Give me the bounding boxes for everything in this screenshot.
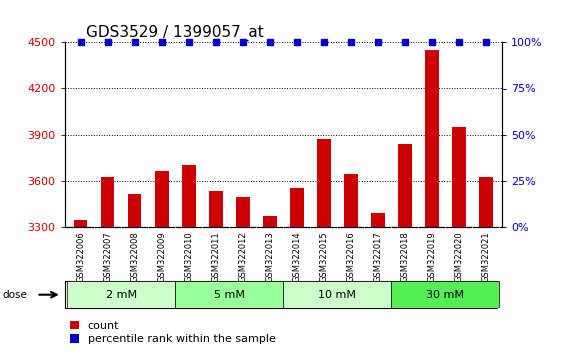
Bar [344, 175, 357, 227]
Text: GSM322014: GSM322014 [292, 231, 301, 281]
Text: GSM322016: GSM322016 [346, 231, 355, 282]
Text: GSM322008: GSM322008 [130, 231, 139, 282]
Bar [392, 281, 499, 308]
Text: GSM322012: GSM322012 [238, 231, 247, 281]
Text: GSM322006: GSM322006 [76, 231, 85, 282]
Bar [155, 171, 168, 227]
Text: GSM322019: GSM322019 [427, 231, 436, 281]
Text: GSM322013: GSM322013 [265, 231, 274, 282]
Bar [74, 221, 88, 227]
Text: GSM322021: GSM322021 [481, 231, 490, 281]
Bar [128, 194, 141, 227]
Bar [317, 139, 330, 227]
Text: GSM322015: GSM322015 [319, 231, 328, 281]
Text: 30 mM: 30 mM [426, 290, 465, 300]
Text: GSM322020: GSM322020 [454, 231, 463, 281]
Bar [425, 50, 439, 227]
Bar [101, 177, 114, 227]
Text: GDS3529 / 1399057_at: GDS3529 / 1399057_at [86, 25, 264, 41]
Bar [479, 177, 493, 227]
Bar [236, 198, 250, 227]
Bar [182, 165, 196, 227]
Bar [283, 281, 392, 308]
Text: 2 mM: 2 mM [105, 290, 137, 300]
Bar [398, 144, 412, 227]
Text: GSM322009: GSM322009 [157, 231, 166, 281]
Text: GSM322017: GSM322017 [373, 231, 383, 282]
Text: GSM322010: GSM322010 [184, 231, 194, 281]
Legend: count, percentile rank within the sample: count, percentile rank within the sample [70, 321, 275, 344]
Bar [452, 127, 466, 227]
Bar [67, 281, 175, 308]
Text: GSM322018: GSM322018 [401, 231, 410, 282]
Text: GSM322011: GSM322011 [211, 231, 220, 281]
Text: 10 mM: 10 mM [318, 290, 356, 300]
Text: GSM322007: GSM322007 [103, 231, 112, 282]
Bar [371, 213, 385, 227]
Bar [175, 281, 283, 308]
Bar [290, 188, 304, 227]
Text: 5 mM: 5 mM [214, 290, 245, 300]
Bar [263, 216, 277, 227]
Bar [209, 191, 223, 227]
Text: dose: dose [3, 290, 27, 300]
